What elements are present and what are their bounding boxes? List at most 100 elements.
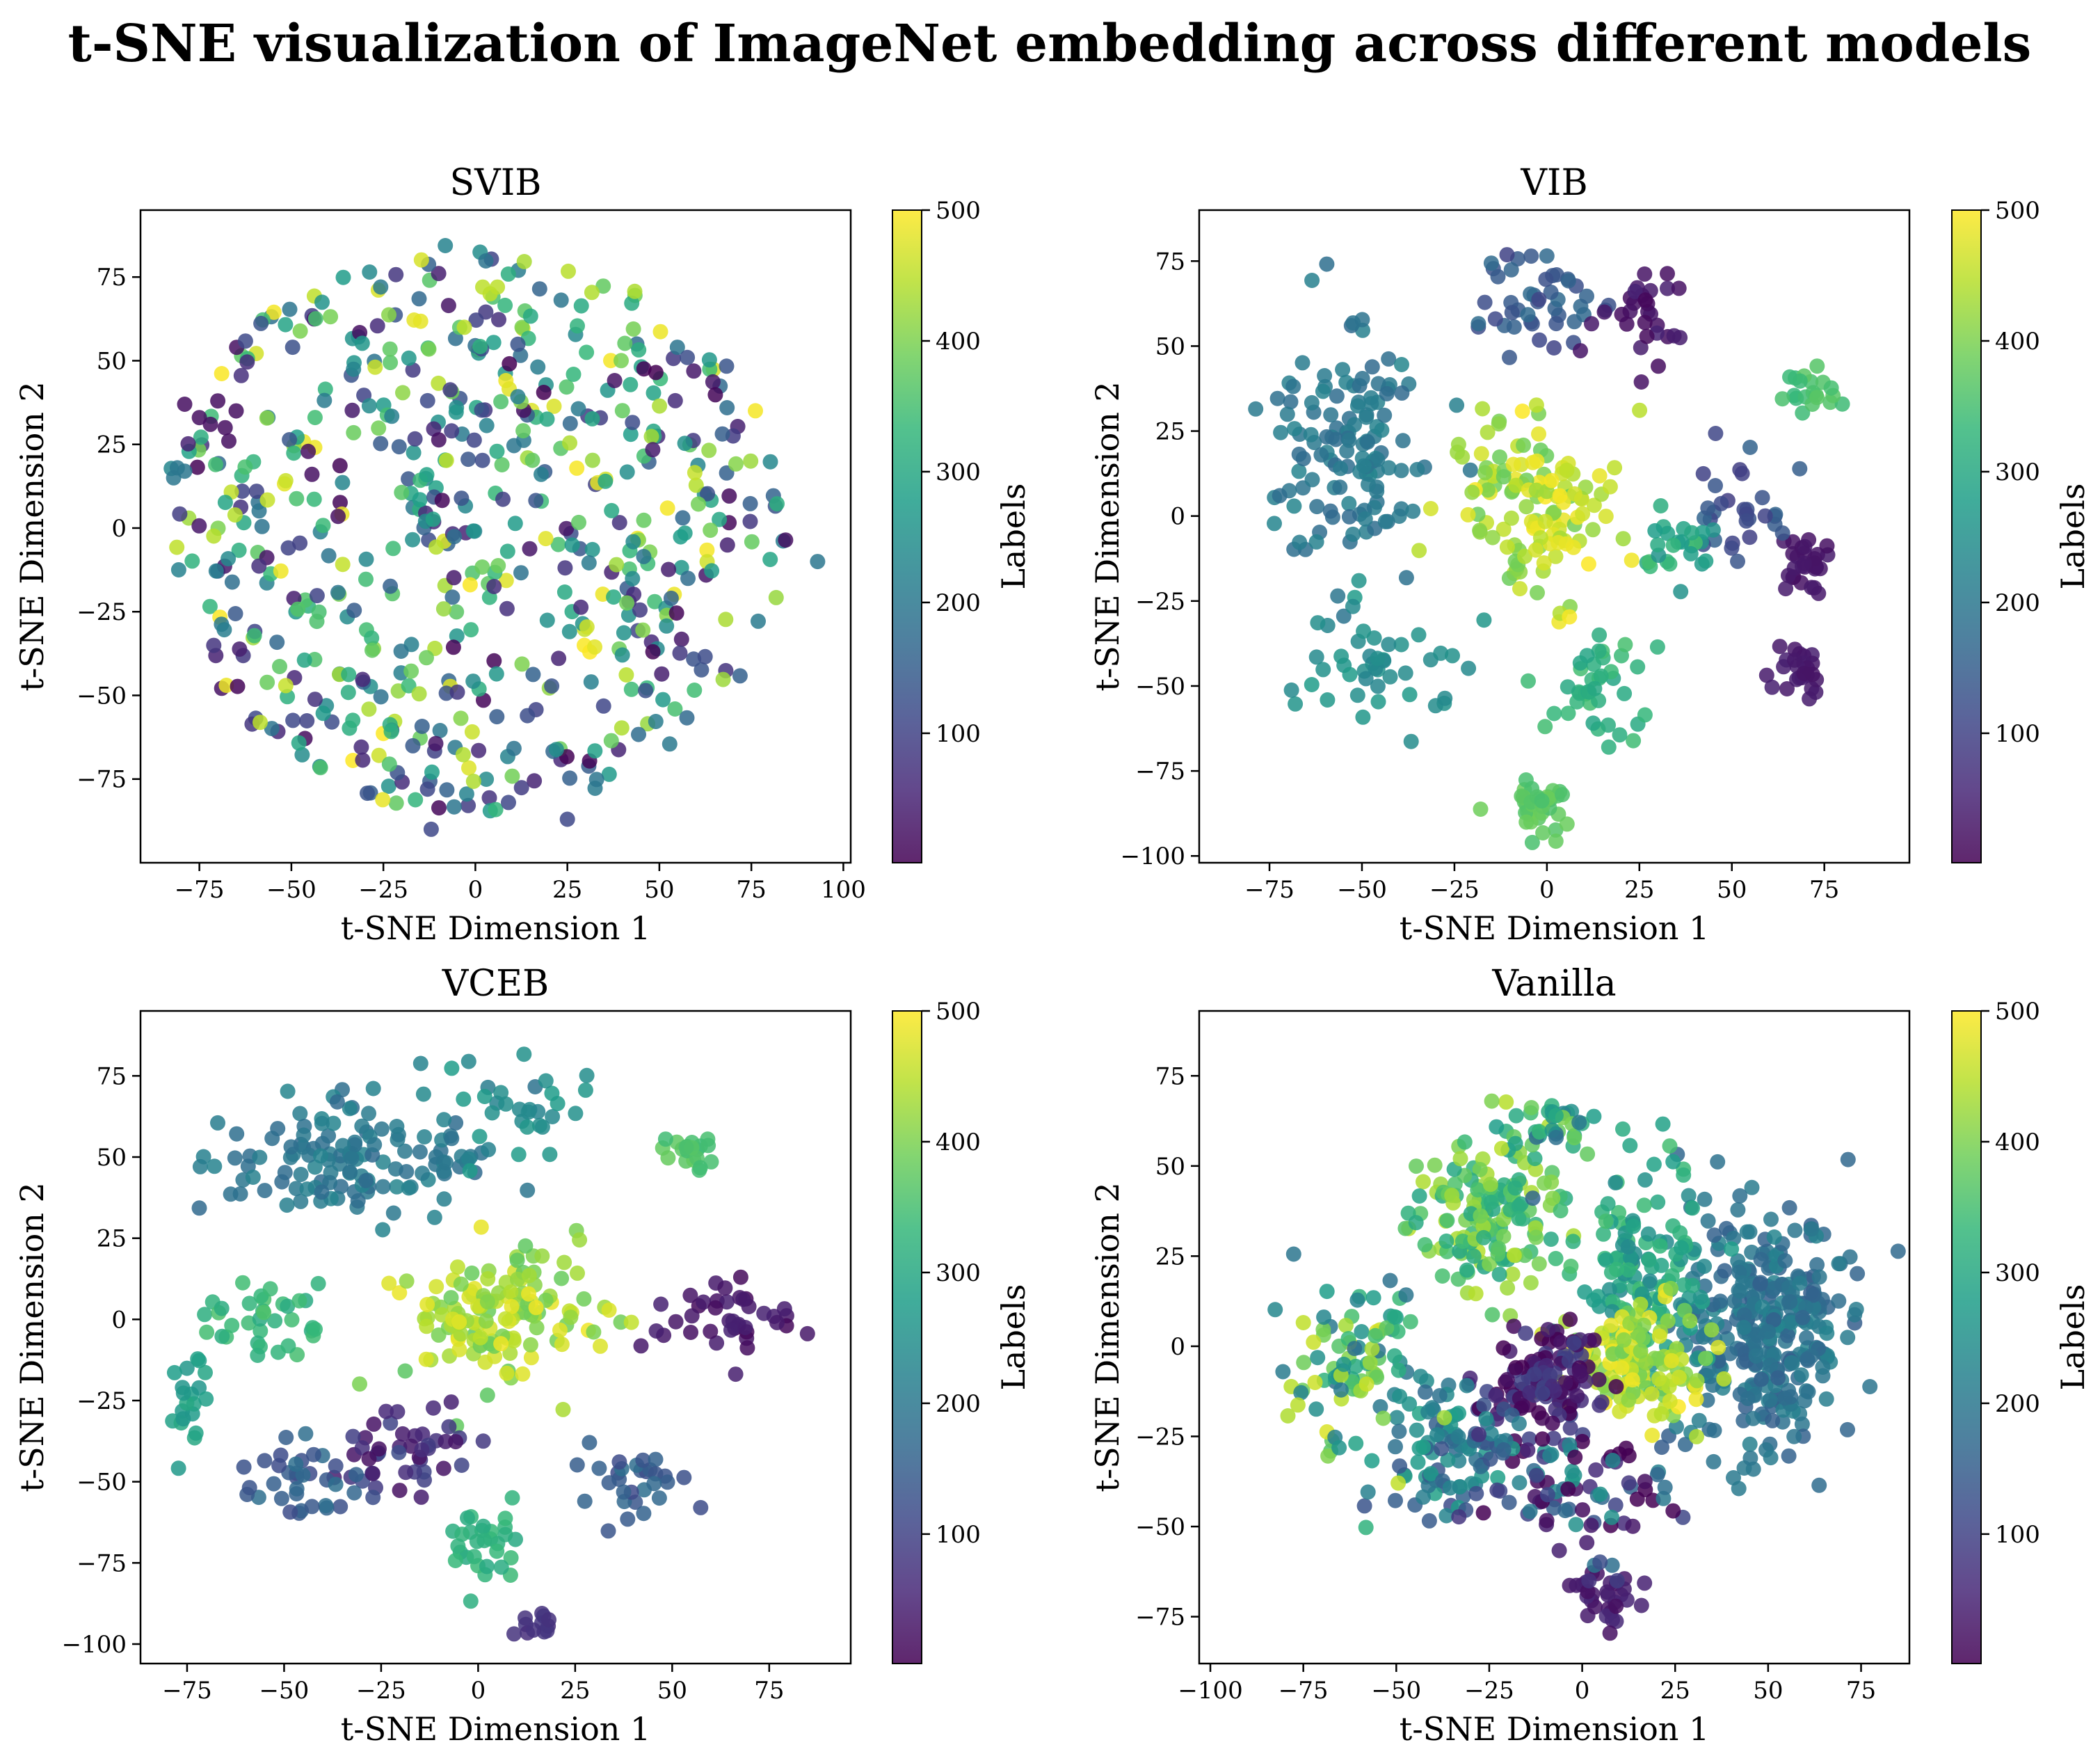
scatter-point (1660, 266, 1675, 282)
scatter-point (1464, 484, 1480, 500)
scatter-point (1363, 396, 1379, 412)
x-tick-label: −50 (1371, 1677, 1421, 1705)
scatter-point (464, 724, 480, 740)
scatter-point (1609, 1572, 1625, 1588)
scatter-point (1587, 680, 1603, 696)
scatter-point (1654, 1440, 1669, 1456)
scatter-point (601, 1302, 617, 1318)
scatter-point (259, 492, 275, 508)
scatter-point (1796, 555, 1812, 571)
scatter-point (355, 671, 371, 687)
scatter-point (1763, 1357, 1779, 1373)
scatter-point (1451, 1405, 1466, 1421)
scatter-point (344, 1150, 360, 1166)
scatter-point (1520, 307, 1536, 323)
scatter-point (428, 539, 444, 555)
scatter-point (1362, 1355, 1378, 1371)
scatter-point (1381, 637, 1397, 653)
scatter-point (1319, 1284, 1335, 1300)
scatter-point (1665, 1503, 1681, 1519)
scatter-point (1381, 460, 1397, 476)
scatter-point (1454, 1234, 1470, 1249)
scatter-point (529, 1320, 545, 1336)
scatter-point (1432, 1388, 1448, 1403)
scatter-point (1348, 1435, 1364, 1451)
scatter-point (1492, 449, 1507, 465)
scatter-point (180, 436, 196, 452)
scatter-point (514, 319, 530, 335)
scatter-point (1471, 1426, 1486, 1442)
scatter-point (1615, 1121, 1630, 1137)
x-axis-label: t-SNE Dimension 1 (341, 1710, 651, 1748)
scatter-point (631, 726, 646, 742)
scatter-point (1341, 495, 1357, 511)
x-tick-label: 0 (1575, 1677, 1590, 1705)
scatter-point (595, 698, 611, 714)
scatter-point (472, 1330, 488, 1346)
scatter-point (538, 531, 554, 547)
scatter-point (715, 671, 731, 687)
scatter-point (286, 445, 302, 461)
scatter-point (577, 1493, 593, 1509)
scatter-point (1621, 1392, 1637, 1408)
scatter-point (1692, 1289, 1708, 1305)
scatter-point (1393, 501, 1409, 517)
y-tick-label: −100 (1121, 843, 1185, 870)
scatter-point (1333, 648, 1349, 664)
scatter-point (1459, 1262, 1475, 1278)
scatter-point (544, 678, 560, 694)
scatter-point (412, 1144, 428, 1160)
scatter-point (1331, 1440, 1347, 1456)
scatter-point (768, 589, 784, 605)
scatter-point (623, 681, 639, 697)
scatter-point (1409, 1158, 1424, 1174)
scatter-point (169, 539, 185, 555)
scatter-point (742, 513, 758, 529)
scatter-point (667, 392, 683, 408)
scatter-point (419, 1318, 435, 1334)
scatter-point (1706, 1227, 1722, 1243)
scatter-point (1778, 581, 1794, 597)
scatter-point (1560, 1481, 1576, 1497)
scatter-point (1604, 1509, 1619, 1525)
scatter-point (581, 555, 597, 571)
scatter-point (214, 366, 230, 381)
scatter-point (672, 645, 688, 661)
scatter-point (684, 1308, 700, 1324)
scatter-point (170, 562, 186, 577)
scatter-point (1534, 1385, 1550, 1401)
scatter-point (1546, 340, 1562, 356)
y-tick-label: 25 (1155, 418, 1185, 446)
figure-title: t-SNE visualization of ImageNet embeddin… (68, 14, 2032, 74)
scatter-point (1637, 314, 1653, 330)
scatter-point (1461, 660, 1477, 676)
scatter-point (250, 1348, 266, 1363)
scatter-point (1850, 1266, 1866, 1282)
scatter-point (381, 756, 397, 772)
scatter-point (453, 710, 469, 726)
scatter-point (562, 770, 578, 786)
scatter-point (1562, 1420, 1578, 1436)
scatter-point (1621, 1448, 1637, 1464)
x-tick-label: 50 (1717, 876, 1747, 904)
scatter-point (1520, 1442, 1536, 1458)
scatter-point (1484, 1307, 1500, 1323)
scatter-point (1763, 1211, 1779, 1227)
scatter-point (177, 463, 193, 479)
scatter-point (1636, 1197, 1652, 1213)
scatter-point (1518, 1325, 1534, 1341)
scatter-point (1588, 1462, 1604, 1478)
scatter-point (1313, 447, 1329, 463)
scatter-point (718, 612, 734, 628)
scatter-point (1651, 1350, 1666, 1366)
scatter-point (659, 1474, 675, 1490)
scatter-point (438, 452, 454, 468)
scatter-point (1637, 707, 1653, 723)
scatter-point (569, 460, 585, 476)
scatter-point (668, 1314, 684, 1330)
colorbar-tick-label: 200 (936, 1390, 981, 1418)
scatter-points (163, 238, 826, 837)
scatter-point (454, 1458, 470, 1473)
scatter-point (1605, 1346, 1621, 1362)
x-tick-label: −100 (1178, 1677, 1242, 1705)
